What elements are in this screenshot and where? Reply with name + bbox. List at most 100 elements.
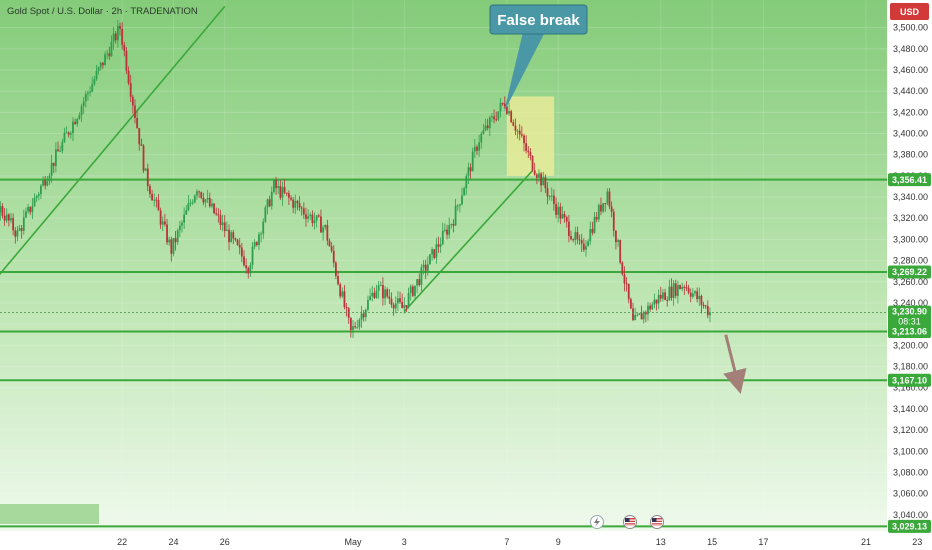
candle-body [292,199,295,208]
candle-body [322,227,324,233]
candle-body [510,111,513,123]
candle-body [144,168,147,171]
trendline[interactable] [0,5,226,525]
candle-body [57,149,59,152]
candle-body [102,62,104,66]
candle-body [72,121,74,134]
candle-body [364,309,367,318]
current-price-value: 3,230.90 [892,307,927,317]
x-tick-label: 21 [861,537,871,547]
candle-body [463,188,466,196]
candle-body [275,180,277,189]
candle-body [320,216,322,233]
projection-arrow[interactable] [723,334,747,395]
candle-body [0,206,2,213]
candle-body [617,239,619,243]
level-label: 3,356.41 [892,175,927,185]
candle-body [672,283,675,298]
y-tick-label: 3,460.00 [893,65,928,75]
currency-badge[interactable]: USD [890,3,929,20]
level-label-box [888,373,931,387]
candle-body [228,229,230,243]
trendline[interactable] [403,170,534,312]
candle-body [553,195,555,204]
false-break-zone[interactable] [506,96,555,176]
candle-body [114,33,117,41]
candle-body [172,238,175,254]
plot-background [0,0,887,550]
candle-body [491,116,493,118]
candle-body [35,195,38,199]
candle-body [356,327,359,329]
candle-body [277,186,280,189]
candle-body [285,192,288,194]
candle-body [206,197,209,200]
candle-body [396,298,399,304]
candle-body [520,134,523,136]
candle-body [189,202,192,204]
candle-body [384,289,386,299]
us-flag-event-icon[interactable] [650,515,664,529]
candle-body [666,299,669,301]
candle-body [27,206,29,212]
candle-body [544,177,547,189]
candle-body [33,198,36,207]
y-tick-label: 3,400.00 [893,129,928,139]
candle-body [136,117,139,128]
candle-body [538,173,540,178]
candle-body [525,143,528,151]
candle-body [326,225,329,241]
candle-body [548,195,551,197]
candle-body [324,225,327,228]
candle-body [174,238,177,243]
y-tick-label: 3,120.00 [893,425,928,435]
demand-zone [0,504,99,524]
candle-body [358,319,361,328]
candle-body [576,232,579,240]
x-tick-label: 9 [556,537,561,547]
candle-body [386,289,389,297]
candle-body [623,274,626,284]
candle-body [14,230,17,237]
candle-body [204,199,207,203]
candle-body [168,239,171,243]
y-tick-label: 3,140.00 [893,404,928,414]
candle-body [185,210,188,215]
candle-body [232,232,235,239]
level-label-box [888,325,931,339]
candle-body [121,28,124,45]
us-flag-event-icon[interactable] [623,515,637,529]
candle-body [420,267,423,285]
candle-body [12,218,15,231]
candle-body [328,240,331,247]
candle-body [439,244,442,247]
candle-body [540,173,542,186]
y-tick-label: 3,160.00 [893,383,928,393]
candle-body [191,202,194,204]
event-markers[interactable] [590,515,664,529]
candle-body [200,192,203,198]
false-break-callout[interactable]: False break [489,4,588,112]
candle-body [422,264,425,268]
level-labels: 3,356.41 3,269.22 3,213.06 3,167.10 3,029.13 [888,173,931,533]
candle-body [373,292,376,298]
candle-body [514,125,517,131]
candle-body [315,215,318,221]
candle-body [469,167,472,172]
candle-body [52,162,55,166]
lightning-event-icon[interactable] [590,515,604,529]
callout-box [489,4,588,35]
candle-body [166,224,168,243]
candle-body [63,132,66,142]
candle-body [593,216,596,233]
candle-body [129,83,132,97]
candle-body [503,103,506,107]
candle-body [266,199,269,208]
candle-body [10,218,12,221]
candle-body [401,301,404,309]
candle-body [89,91,91,93]
candle-body [341,291,344,297]
candle-body [138,127,141,145]
candle-body [140,144,143,146]
